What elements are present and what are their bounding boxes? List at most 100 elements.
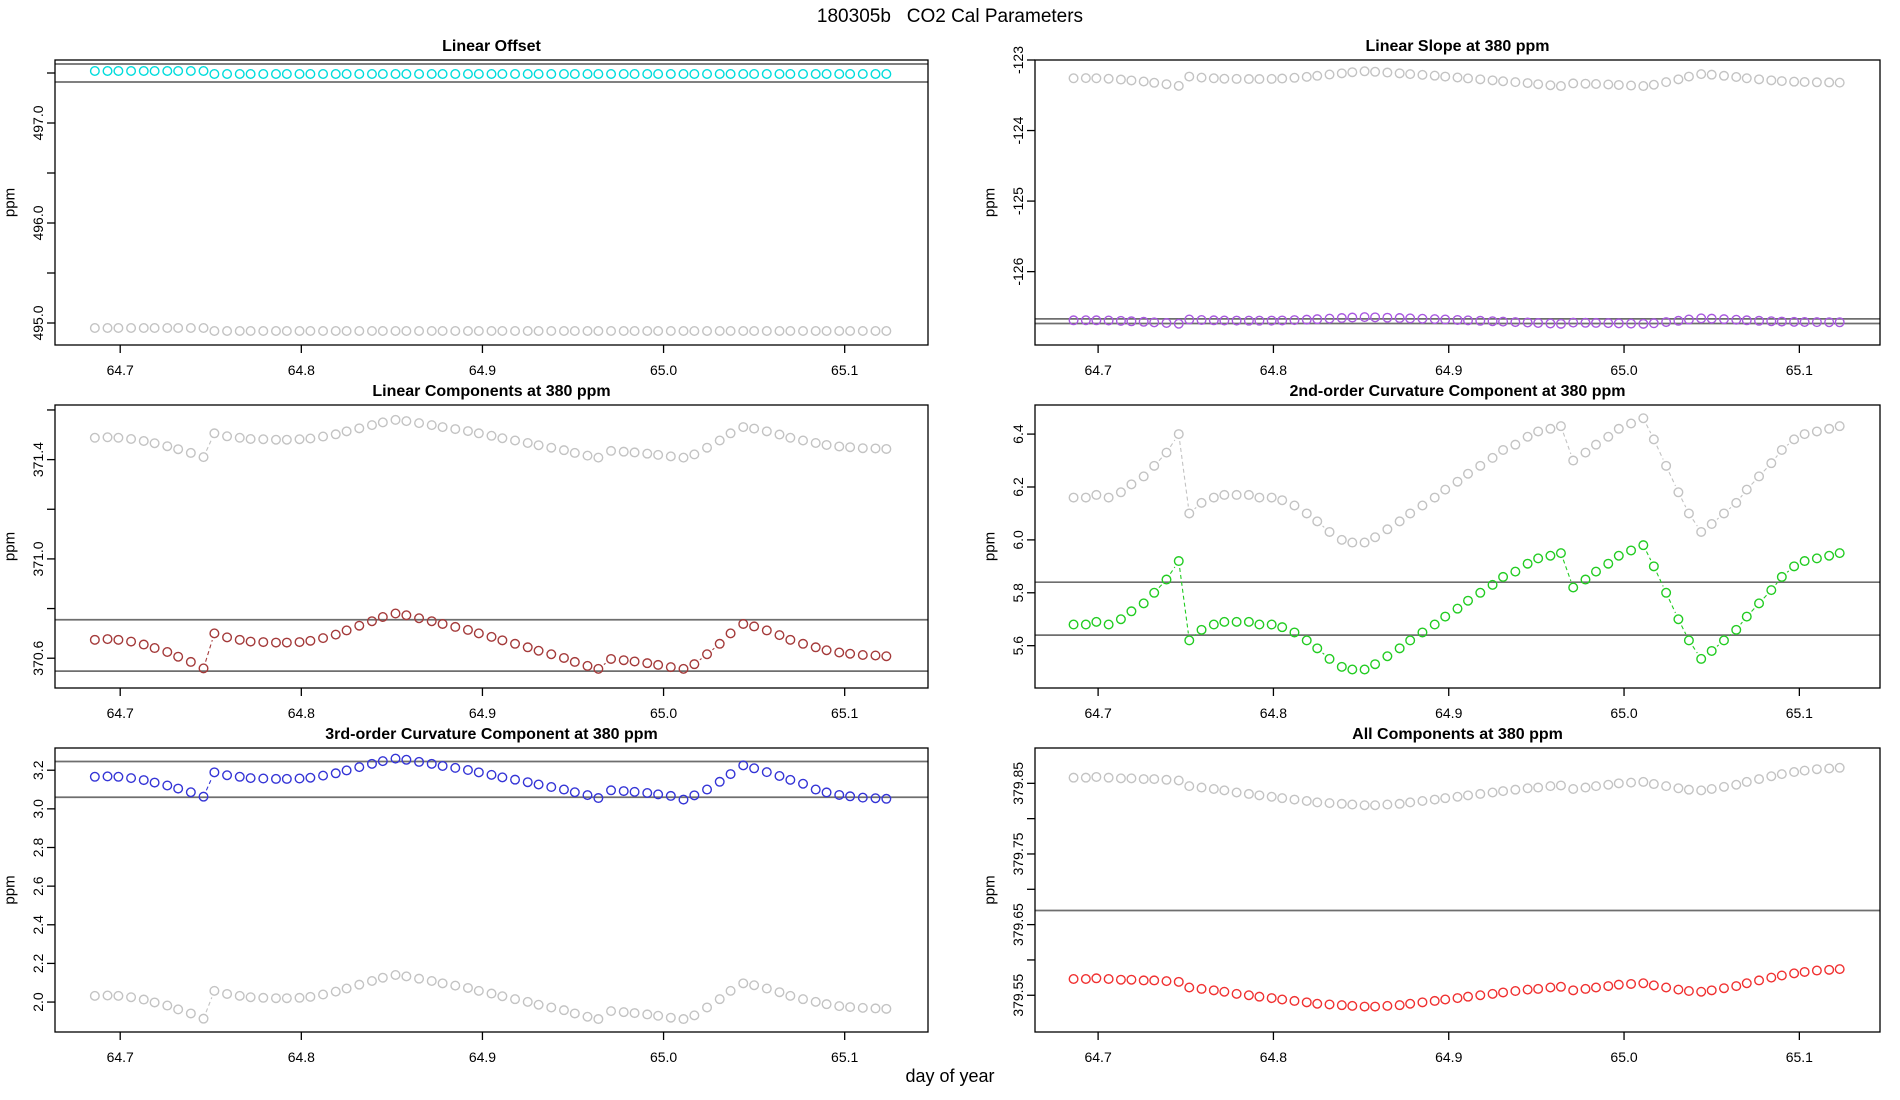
- data-point: [1568, 985, 1579, 996]
- data-point: [497, 326, 508, 337]
- data-point: [689, 790, 700, 801]
- data-point: [426, 975, 437, 986]
- data-point: [1254, 492, 1265, 503]
- data-point: [618, 1007, 629, 1018]
- data-point: [113, 771, 124, 782]
- data-point: [1638, 318, 1649, 329]
- data-point: [1370, 1001, 1381, 1012]
- data-point: [497, 991, 508, 1002]
- data-point: [1603, 558, 1614, 569]
- data-point: [569, 1008, 580, 1019]
- data-point: [1568, 783, 1579, 794]
- data-point: [653, 1010, 664, 1021]
- data-point: [618, 326, 629, 337]
- data-point: [198, 663, 209, 674]
- data-point: [462, 326, 473, 337]
- data-point: [185, 787, 196, 798]
- data-point: [870, 793, 881, 804]
- data-point: [810, 437, 821, 448]
- data-point: [618, 655, 629, 666]
- data-point: [1475, 587, 1486, 598]
- data-point: [1603, 431, 1614, 442]
- data-point: [714, 776, 725, 787]
- data-point: [1811, 317, 1822, 328]
- data-point: [1463, 991, 1474, 1002]
- data-point: [593, 68, 604, 79]
- data-point: [401, 610, 412, 621]
- data-point: [437, 618, 448, 629]
- series-gray: [1068, 413, 1845, 548]
- data-point: [1301, 71, 1312, 82]
- data-point: [1661, 317, 1672, 328]
- data-point: [1741, 73, 1752, 84]
- data-point: [810, 784, 821, 795]
- data-point: [1487, 75, 1498, 86]
- data-point: [473, 767, 484, 778]
- data-point: [738, 326, 749, 337]
- data-point: [1683, 314, 1694, 325]
- data-point: [497, 433, 508, 444]
- data-point: [1336, 68, 1347, 79]
- data-point: [1289, 315, 1300, 326]
- data-point: [582, 1011, 593, 1022]
- data-point: [450, 68, 461, 79]
- data-point: [582, 660, 593, 671]
- data-point: [1184, 508, 1195, 519]
- series-gray: [1068, 762, 1845, 811]
- data-point: [414, 613, 425, 624]
- data-point: [341, 765, 352, 776]
- data-point: [1324, 526, 1335, 537]
- data-point: [185, 65, 196, 76]
- data-point: [1799, 765, 1810, 776]
- series-connector: [1728, 507, 1732, 510]
- data-point: [1638, 540, 1649, 551]
- data-point: [1555, 780, 1566, 791]
- x-tick-label: 64.8: [1260, 362, 1287, 378]
- data-point: [138, 994, 149, 1005]
- data-point: [1706, 313, 1717, 324]
- y-tick-label: 5.8: [1010, 583, 1026, 603]
- panels-group: Linear Offset 64.7 64.8 64.9 65.0 65.1 495.0 49…: [1, 38, 1881, 1065]
- data-point: [1347, 1000, 1358, 1011]
- data-point: [1266, 73, 1277, 84]
- series-connector: [1716, 517, 1720, 520]
- data-point: [870, 443, 881, 454]
- data-point: [1510, 784, 1521, 795]
- y-tick-label: 6.0: [1010, 530, 1026, 550]
- data-point: [1741, 611, 1752, 622]
- data-point: [1533, 79, 1544, 90]
- series-connector: [1562, 432, 1572, 455]
- data-point: [1638, 413, 1649, 424]
- data-point: [1545, 423, 1556, 434]
- data-point: [1126, 974, 1137, 985]
- data-point: [401, 68, 412, 79]
- data-point: [1173, 775, 1184, 786]
- data-point: [1336, 661, 1347, 672]
- data-point: [330, 326, 341, 337]
- data-point: [1580, 574, 1591, 585]
- data-point: [1126, 316, 1137, 327]
- data-point: [569, 68, 580, 79]
- data-point: [1683, 986, 1694, 997]
- data-point: [653, 449, 664, 460]
- x-tick-label: 64.8: [1260, 705, 1287, 721]
- data-point: [1103, 492, 1114, 503]
- data-point: [1718, 635, 1729, 646]
- data-point: [798, 435, 809, 446]
- data-point: [1359, 537, 1370, 548]
- data-point: [1347, 67, 1358, 78]
- data-point: [89, 771, 100, 782]
- data-point: [1463, 73, 1474, 84]
- series-connector: [1763, 467, 1767, 472]
- data-point: [270, 637, 281, 648]
- data-point: [497, 772, 508, 783]
- data-point: [450, 621, 461, 632]
- data-point: [1196, 497, 1207, 508]
- data-point: [785, 326, 796, 337]
- data-point: [1243, 315, 1254, 326]
- data-point: [1417, 69, 1428, 80]
- data-point: [1301, 795, 1312, 806]
- data-point: [1429, 314, 1440, 325]
- data-point: [330, 429, 341, 440]
- data-point: [689, 449, 700, 460]
